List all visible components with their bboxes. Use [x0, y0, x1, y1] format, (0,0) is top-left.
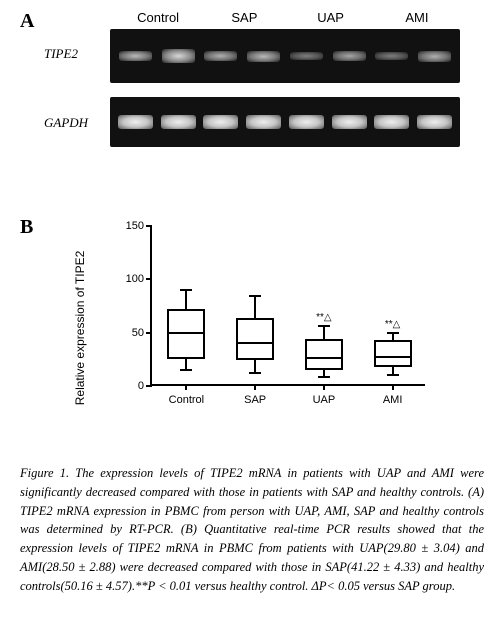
- plot-area: 050100150ControlSAPUAP**△AMI**△: [150, 226, 425, 386]
- gel-lane: [330, 97, 369, 147]
- gel-lane: [202, 97, 241, 147]
- whisker-cap: [180, 369, 192, 371]
- median-line: [167, 332, 205, 334]
- gel-lane: [330, 29, 369, 83]
- x-tick-label: AMI: [383, 394, 403, 406]
- boxplot-chart: Relative expression of TIPE2 050100150Co…: [110, 226, 440, 416]
- gene-label-tipe2: TIPE2: [44, 46, 78, 62]
- y-tick-label: 50: [118, 327, 144, 339]
- gel-group-label: UAP: [288, 10, 374, 25]
- box: [305, 339, 343, 370]
- gel-band: [118, 115, 153, 129]
- gel-wrapper: Control SAP UAP AMI TIPE2 GAPDH: [110, 10, 460, 147]
- gel-lane: [244, 29, 283, 83]
- gel-lane: [116, 97, 155, 147]
- gel-lane: [415, 29, 454, 83]
- gel-row-gapdh: GAPDH: [110, 83, 460, 147]
- whisker-cap: [249, 295, 261, 297]
- gel-group-label: AMI: [374, 10, 460, 25]
- gene-label-gapdh: GAPDH: [44, 115, 88, 131]
- x-tick-label: SAP: [244, 394, 266, 406]
- gel-lane: [287, 29, 326, 83]
- panel-b-label: B: [20, 216, 33, 239]
- gel-band: [203, 115, 238, 129]
- gel-image-tipe2: [110, 29, 460, 83]
- gel-lane: [116, 29, 155, 83]
- panel-b: B Relative expression of TIPE2 050100150…: [20, 216, 484, 436]
- gel-lane: [159, 97, 198, 147]
- y-tick: [146, 225, 152, 227]
- whisker-cap: [318, 325, 330, 327]
- y-tick: [146, 278, 152, 280]
- panel-a: A Control SAP UAP AMI TIPE2 GAPDH: [20, 10, 484, 210]
- panel-a-label: A: [20, 10, 34, 33]
- gel-group-label: SAP: [201, 10, 287, 25]
- gel-band: [418, 51, 451, 62]
- box: [167, 309, 205, 359]
- box-group: [167, 226, 205, 386]
- y-tick: [146, 332, 152, 334]
- gel-lane: [373, 97, 412, 147]
- x-tick-label: Control: [169, 394, 204, 406]
- y-tick-label: 0: [118, 380, 144, 392]
- y-tick-label: 150: [118, 220, 144, 232]
- gel-lane: [244, 97, 283, 147]
- whisker-cap: [387, 374, 399, 376]
- significance-annotation: **△: [385, 319, 400, 330]
- gel-lane: [287, 97, 326, 147]
- whisker-cap: [387, 332, 399, 334]
- median-line: [374, 356, 412, 358]
- gel-band: [290, 52, 323, 60]
- y-tick: [146, 385, 152, 387]
- gel-band: [119, 51, 152, 61]
- figure-caption: Figure 1. The expression levels of TIPE2…: [20, 464, 484, 595]
- gel-image-gapdh: [110, 97, 460, 147]
- whisker-cap: [318, 376, 330, 378]
- x-tick-label: UAP: [313, 394, 336, 406]
- gel-band: [332, 115, 367, 129]
- gel-lane: [159, 29, 198, 83]
- gel-band: [161, 115, 196, 129]
- whisker-cap: [249, 372, 261, 374]
- box-group: [236, 226, 274, 386]
- gel-band: [417, 115, 452, 129]
- box: [236, 318, 274, 361]
- gel-band: [375, 52, 408, 60]
- box-group: **△: [305, 226, 343, 386]
- box-group: **△: [374, 226, 412, 386]
- gel-header: Control SAP UAP AMI: [110, 10, 460, 25]
- y-tick-label: 100: [118, 273, 144, 285]
- gel-band: [204, 51, 237, 61]
- gel-band: [247, 51, 280, 62]
- median-line: [236, 342, 274, 344]
- median-line: [305, 357, 343, 359]
- whisker-cap: [180, 289, 192, 291]
- gel-lane: [373, 29, 412, 83]
- gel-group-label: Control: [115, 10, 201, 25]
- significance-annotation: **△: [316, 312, 331, 323]
- gel-band: [374, 115, 409, 129]
- gel-band: [289, 115, 324, 129]
- box: [374, 340, 412, 367]
- gel-lane: [415, 97, 454, 147]
- gel-lane: [202, 29, 241, 83]
- gel-band: [333, 51, 366, 61]
- gel-band: [246, 115, 281, 129]
- gel-row-tipe2: TIPE2: [110, 29, 460, 83]
- y-axis-label: Relative expression of TIPE2: [73, 251, 87, 406]
- gel-band: [162, 49, 195, 63]
